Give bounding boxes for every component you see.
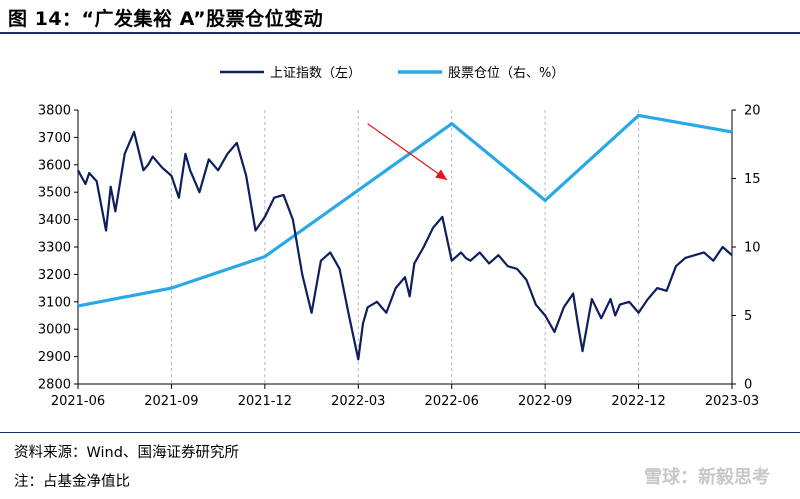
series-line-position (77, 113, 733, 308)
chart-title: 图 14：“广发集裕 A”股票仓位变动 (8, 8, 324, 30)
right-tick-label: 15 (744, 172, 761, 187)
legend-item-position: 股票仓位（右、%） (398, 66, 564, 81)
left-tick-label: 3800 (38, 104, 71, 119)
footnote: 注：占基金净值比 (14, 474, 130, 490)
left-tick-label: 3200 (38, 268, 71, 283)
legend-label: 股票仓位（右、%） (448, 66, 564, 81)
legend-item-index: 上证指数（左） (220, 66, 361, 81)
plot-area (77, 113, 733, 361)
legend-label: 上证指数（左） (270, 66, 361, 81)
source-note: 资料来源：Wind、国海证券研究所 (14, 445, 239, 461)
footer-rule (0, 432, 800, 433)
left-tick-label: 3400 (38, 213, 71, 228)
left-tick-label: 3700 (38, 131, 71, 146)
legend: 上证指数（左） 股票仓位（右、%） (220, 66, 564, 81)
x-tick-label: 2022-03 (331, 394, 385, 409)
axes: 2800 2900 3000 3100 3200 3300 3400 3500 3600 3700… (38, 104, 761, 410)
watermark: 雪球：新毅思考 (644, 467, 770, 488)
left-tick-label: 2900 (38, 350, 71, 365)
right-tick-label: 5 (744, 309, 752, 324)
x-tick-label: 2023-03 (705, 394, 759, 409)
x-tick-label: 2022-12 (611, 394, 665, 409)
annotation-arrow-shaft (367, 123, 448, 181)
series-line-index (77, 130, 733, 361)
line-chart: 上证指数（左） 股票仓位（右、%） 2800 2900 3000 3100 3200 330… (38, 66, 761, 410)
x-tick-label: 2021-12 (238, 394, 292, 409)
right-tick-label: 0 (744, 378, 752, 393)
right-tick-label: 20 (744, 104, 761, 119)
left-tick-label: 3300 (38, 241, 71, 256)
left-tick-label: 3500 (38, 186, 71, 201)
x-tick-label: 2021-06 (51, 394, 105, 409)
x-tick-label: 2022-09 (518, 394, 572, 409)
annotation-arrow-head (435, 169, 448, 180)
title-rule (0, 32, 800, 34)
left-tick-label: 3600 (38, 158, 71, 173)
x-tick-label: 2021-09 (144, 394, 198, 409)
x-tick-label: 2022-06 (425, 394, 479, 409)
left-tick-label: 3000 (38, 323, 71, 338)
left-tick-label: 2800 (38, 378, 71, 393)
right-tick-label: 10 (744, 241, 761, 256)
left-tick-label: 3100 (38, 295, 71, 310)
